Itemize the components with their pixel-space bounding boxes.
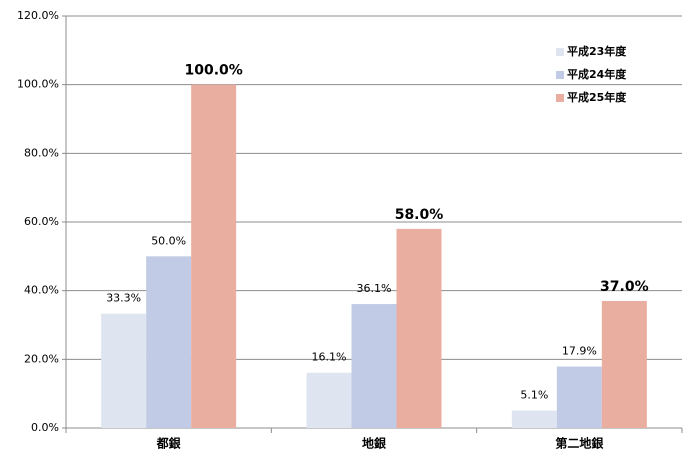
data-label: 50.0% [151,234,186,247]
x-tick-label: 都銀 [156,436,181,451]
data-label: 16.1% [312,351,347,364]
legend-swatch [556,48,564,56]
data-label: 100.0% [185,63,243,79]
legend-label: 平成25年度 [567,90,627,104]
bar [191,84,237,429]
x-tick-label: 第二地銀 [555,436,603,451]
data-label: 33.3% [106,292,141,305]
data-label: 17.9% [562,345,597,358]
bar [306,372,352,428]
bar [556,366,602,428]
legend-label: 平成23年度 [567,44,627,58]
legend-swatch [556,94,564,102]
legend-label: 平成24年度 [567,67,627,81]
bar [101,313,147,428]
y-tick-label: 0.0% [31,421,59,434]
y-tick-label: 80.0% [24,146,59,159]
y-tick-label: 120.0% [17,9,59,22]
data-label: 58.0% [395,207,444,223]
legend-swatch [556,71,564,79]
data-label: 37.0% [600,279,649,295]
bar [146,256,192,428]
data-label: 36.1% [357,282,392,295]
bar [601,300,647,428]
bar [511,410,557,428]
y-tick-label: 60.0% [24,215,59,228]
y-tick-label: 100.0% [17,78,59,91]
bar [351,304,397,428]
bar [396,228,442,428]
data-label: 5.1% [520,388,548,401]
x-tick-label: 地銀 [362,436,386,451]
y-tick-label: 20.0% [24,352,59,365]
y-tick-label: 40.0% [24,284,59,297]
